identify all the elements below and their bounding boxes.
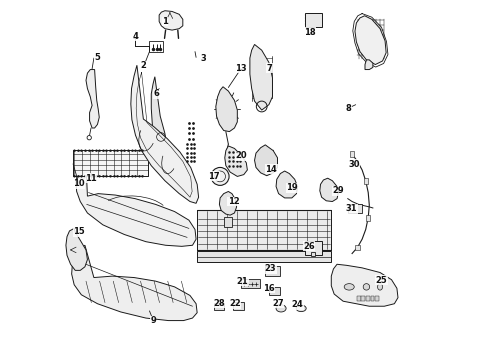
Bar bbox=[268, 287, 280, 296]
Polygon shape bbox=[249, 44, 272, 110]
Bar bbox=[356, 296, 360, 301]
Bar bbox=[348, 204, 362, 213]
Polygon shape bbox=[215, 87, 237, 132]
Polygon shape bbox=[354, 16, 386, 64]
Bar bbox=[366, 215, 369, 221]
Polygon shape bbox=[197, 211, 330, 250]
Bar bbox=[370, 296, 373, 301]
Bar bbox=[363, 178, 367, 184]
Text: 3: 3 bbox=[200, 54, 206, 63]
Text: 28: 28 bbox=[213, 299, 225, 308]
Polygon shape bbox=[159, 11, 183, 30]
Text: 7: 7 bbox=[266, 64, 272, 73]
Bar bbox=[149, 41, 163, 52]
Text: 4: 4 bbox=[132, 32, 138, 41]
Polygon shape bbox=[72, 245, 197, 320]
Text: 2: 2 bbox=[140, 62, 146, 71]
Bar bbox=[214, 303, 224, 310]
Bar bbox=[241, 279, 259, 288]
Ellipse shape bbox=[296, 305, 305, 312]
Text: 24: 24 bbox=[291, 300, 303, 309]
Text: 6: 6 bbox=[153, 89, 159, 98]
Ellipse shape bbox=[377, 284, 382, 290]
Bar bbox=[233, 302, 244, 310]
Polygon shape bbox=[224, 146, 247, 176]
Text: 9: 9 bbox=[150, 316, 156, 325]
Text: 5: 5 bbox=[94, 53, 100, 62]
Bar bbox=[374, 296, 378, 301]
Polygon shape bbox=[319, 178, 338, 202]
Polygon shape bbox=[66, 228, 87, 270]
Text: 11: 11 bbox=[85, 174, 97, 183]
Bar bbox=[361, 296, 364, 301]
Polygon shape bbox=[76, 164, 196, 246]
Text: 12: 12 bbox=[227, 197, 239, 206]
Polygon shape bbox=[86, 69, 99, 128]
Text: 15: 15 bbox=[73, 228, 84, 237]
Polygon shape bbox=[131, 65, 198, 203]
Polygon shape bbox=[73, 149, 147, 176]
Polygon shape bbox=[197, 251, 330, 262]
Text: 1: 1 bbox=[162, 17, 167, 26]
Polygon shape bbox=[219, 192, 236, 215]
Text: 10: 10 bbox=[73, 179, 84, 188]
Text: 29: 29 bbox=[332, 186, 344, 195]
Text: 17: 17 bbox=[208, 172, 220, 181]
Ellipse shape bbox=[363, 284, 369, 290]
Text: 14: 14 bbox=[265, 165, 277, 174]
Text: 25: 25 bbox=[375, 276, 386, 285]
Text: 22: 22 bbox=[228, 299, 240, 308]
Text: 16: 16 bbox=[263, 284, 274, 293]
Circle shape bbox=[211, 167, 228, 185]
Polygon shape bbox=[364, 60, 372, 69]
Bar bbox=[223, 217, 231, 227]
Bar bbox=[265, 266, 280, 276]
Text: 19: 19 bbox=[285, 183, 297, 192]
Polygon shape bbox=[330, 264, 397, 306]
Text: 30: 30 bbox=[348, 160, 359, 169]
Ellipse shape bbox=[344, 284, 353, 290]
Text: 18: 18 bbox=[304, 28, 315, 37]
Polygon shape bbox=[276, 171, 297, 198]
Bar bbox=[304, 13, 321, 27]
Text: 21: 21 bbox=[236, 276, 248, 285]
Polygon shape bbox=[151, 77, 167, 166]
Text: 13: 13 bbox=[235, 64, 246, 73]
Text: 8: 8 bbox=[345, 104, 351, 113]
Bar bbox=[304, 241, 321, 255]
Bar bbox=[366, 296, 369, 301]
Bar bbox=[349, 151, 353, 157]
Bar bbox=[355, 244, 359, 250]
Text: 23: 23 bbox=[264, 265, 276, 274]
Text: 27: 27 bbox=[271, 299, 283, 308]
Text: 20: 20 bbox=[235, 151, 247, 160]
Text: 26: 26 bbox=[303, 242, 314, 251]
Polygon shape bbox=[254, 145, 277, 176]
Text: 31: 31 bbox=[345, 204, 356, 213]
Ellipse shape bbox=[276, 305, 285, 312]
